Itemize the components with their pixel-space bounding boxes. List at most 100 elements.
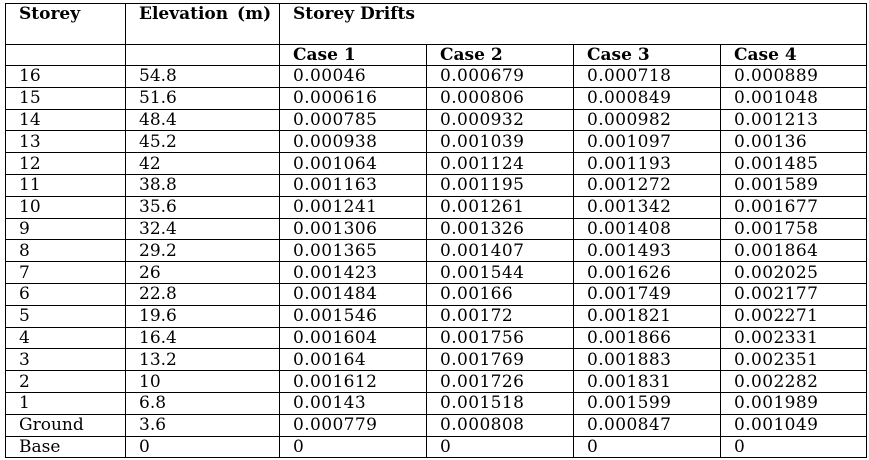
table-row: 9 32.4 0.001306 0.001326 0.001408 0.001758 [5,217,867,241]
case-2-cell: 0.001195 [426,173,574,197]
case-1-cell: 0.001546 [279,304,427,328]
storey-cell: 13 [5,130,126,154]
case-4-cell: 0.002282 [720,370,867,393]
case-1-cell: 0.001612 [279,370,427,393]
storey-cell: 7 [5,261,126,284]
case-3-cell: 0.001821 [573,304,721,328]
header-blank-elevation [125,44,280,66]
case-1-cell: 0.00164 [279,348,427,372]
case-1-cell: 0.000616 [279,86,427,110]
table-row: 12 42 0.001064 0.001124 0.001193 0.001485 [5,152,867,175]
storey-cell: 6 [5,282,126,306]
case-2-cell: 0.001039 [426,130,574,154]
elevation-cell: 19.6 [125,304,280,328]
case-4-cell: 0.002025 [720,261,867,284]
case-3-cell: 0.001626 [573,261,721,284]
case-4-cell: 0.002271 [720,304,867,328]
table-row: 11 38.8 0.001163 0.001195 0.001272 0.001589 [5,173,867,197]
case-4-cell: 0.002177 [720,282,867,306]
elevation-cell: 54.8 [125,65,280,88]
storey-cell: 1 [5,391,126,415]
case-3-cell: 0 [573,435,721,459]
case-1-cell: 0.00046 [279,65,427,88]
case-3-cell: 0.000847 [573,413,721,437]
case-3-cell: 0.001749 [573,282,721,306]
table-row: 1 6.8 0.00143 0.001518 0.001599 0.001989 [5,391,867,415]
case-4-cell: 0.000889 [720,65,867,88]
table-row: 7 26 0.001423 0.001544 0.001626 0.002025 [5,261,867,284]
case-4-cell: 0.001049 [720,413,867,437]
elevation-cell: 3.6 [125,413,280,437]
case-1-cell: 0.001064 [279,152,427,175]
storey-cell: 11 [5,173,126,197]
header-elevation: Elevation (m) [125,3,280,45]
case-3-cell: 0.001342 [573,195,721,219]
storey-cell: Base [5,435,126,459]
case-3-cell: 0.001272 [573,173,721,197]
case-1-cell: 0.001604 [279,326,427,350]
case-4-cell: 0.001758 [720,217,867,241]
case-2-cell: 0.00172 [426,304,574,328]
table-body: 16 54.8 0.00046 0.000679 0.000718 0.000889 15 5… [5,65,867,459]
table-row: 6 22.8 0.001484 0.00166 0.001749 0.002177 [5,282,867,306]
case-4-cell: 0.001864 [720,239,867,263]
case-3-cell: 0.001193 [573,152,721,175]
elevation-cell: 38.8 [125,173,280,197]
case-2-cell: 0.000932 [426,108,574,132]
header-storey: Storey [5,3,126,45]
table-row: 13 45.2 0.000938 0.001039 0.001097 0.00136 [5,130,867,154]
case-4-cell: 0.001589 [720,173,867,197]
storey-cell: 14 [5,108,126,132]
storey-cell: 3 [5,348,126,372]
storey-cell: Ground [5,413,126,437]
elevation-cell: 0 [125,435,280,459]
elevation-cell: 32.4 [125,217,280,241]
case-3-cell: 0.001408 [573,217,721,241]
case-4-cell: 0.001213 [720,108,867,132]
header-blank-storey [5,44,126,66]
case-2-cell: 0.001124 [426,152,574,175]
case-2-cell: 0.00166 [426,282,574,306]
elevation-cell: 42 [125,152,280,175]
case-1-cell: 0.000938 [279,130,427,154]
case-2-cell: 0.001518 [426,391,574,415]
header-storey-drifts: Storey Drifts [279,3,867,45]
storey-cell: 4 [5,326,126,350]
elevation-cell: 26 [125,261,280,284]
elevation-cell: 45.2 [125,130,280,154]
table-row: 3 13.2 0.00164 0.001769 0.001883 0.002351 [5,348,867,372]
storey-cell: 10 [5,195,126,219]
case-3-cell: 0.000718 [573,65,721,88]
elevation-cell: 35.6 [125,195,280,219]
table-row: 2 10 0.001612 0.001726 0.001831 0.002282 [5,370,867,393]
storey-cell: 15 [5,86,126,110]
table-row: 15 51.6 0.000616 0.000806 0.000849 0.001048 [5,86,867,110]
case-3-cell: 0.001831 [573,370,721,393]
case-3-cell: 0.001599 [573,391,721,415]
case-1-cell: 0.001423 [279,261,427,284]
case-2-cell: 0.000808 [426,413,574,437]
header-case-2: Case 2 [426,44,574,66]
case-3-cell: 0.001097 [573,130,721,154]
case-4-cell: 0.002331 [720,326,867,350]
storey-cell: 16 [5,65,126,88]
table-row: 16 54.8 0.00046 0.000679 0.000718 0.000889 [5,65,867,88]
case-4-cell: 0 [720,435,867,459]
case-2-cell: 0.001756 [426,326,574,350]
case-1-cell: 0.001365 [279,239,427,263]
case-3-cell: 0.001493 [573,239,721,263]
case-2-cell: 0.001326 [426,217,574,241]
header-case-4: Case 4 [720,44,867,66]
elevation-cell: 29.2 [125,239,280,263]
elevation-cell: 6.8 [125,391,280,415]
header-row-main: Storey Elevation (m) Storey Drifts [5,3,867,45]
table-row: 5 19.6 0.001546 0.00172 0.001821 0.002271 [5,304,867,328]
storey-cell: 8 [5,239,126,263]
storey-drift-table: Storey Elevation (m) Storey Drifts Case … [5,3,867,459]
case-3-cell: 0.000849 [573,86,721,110]
case-1-cell: 0.00143 [279,391,427,415]
table-row: Ground 3.6 0.000779 0.000808 0.000847 0.00104… [5,413,867,437]
case-3-cell: 0.001866 [573,326,721,350]
storey-cell: 12 [5,152,126,175]
case-2-cell: 0.000806 [426,86,574,110]
